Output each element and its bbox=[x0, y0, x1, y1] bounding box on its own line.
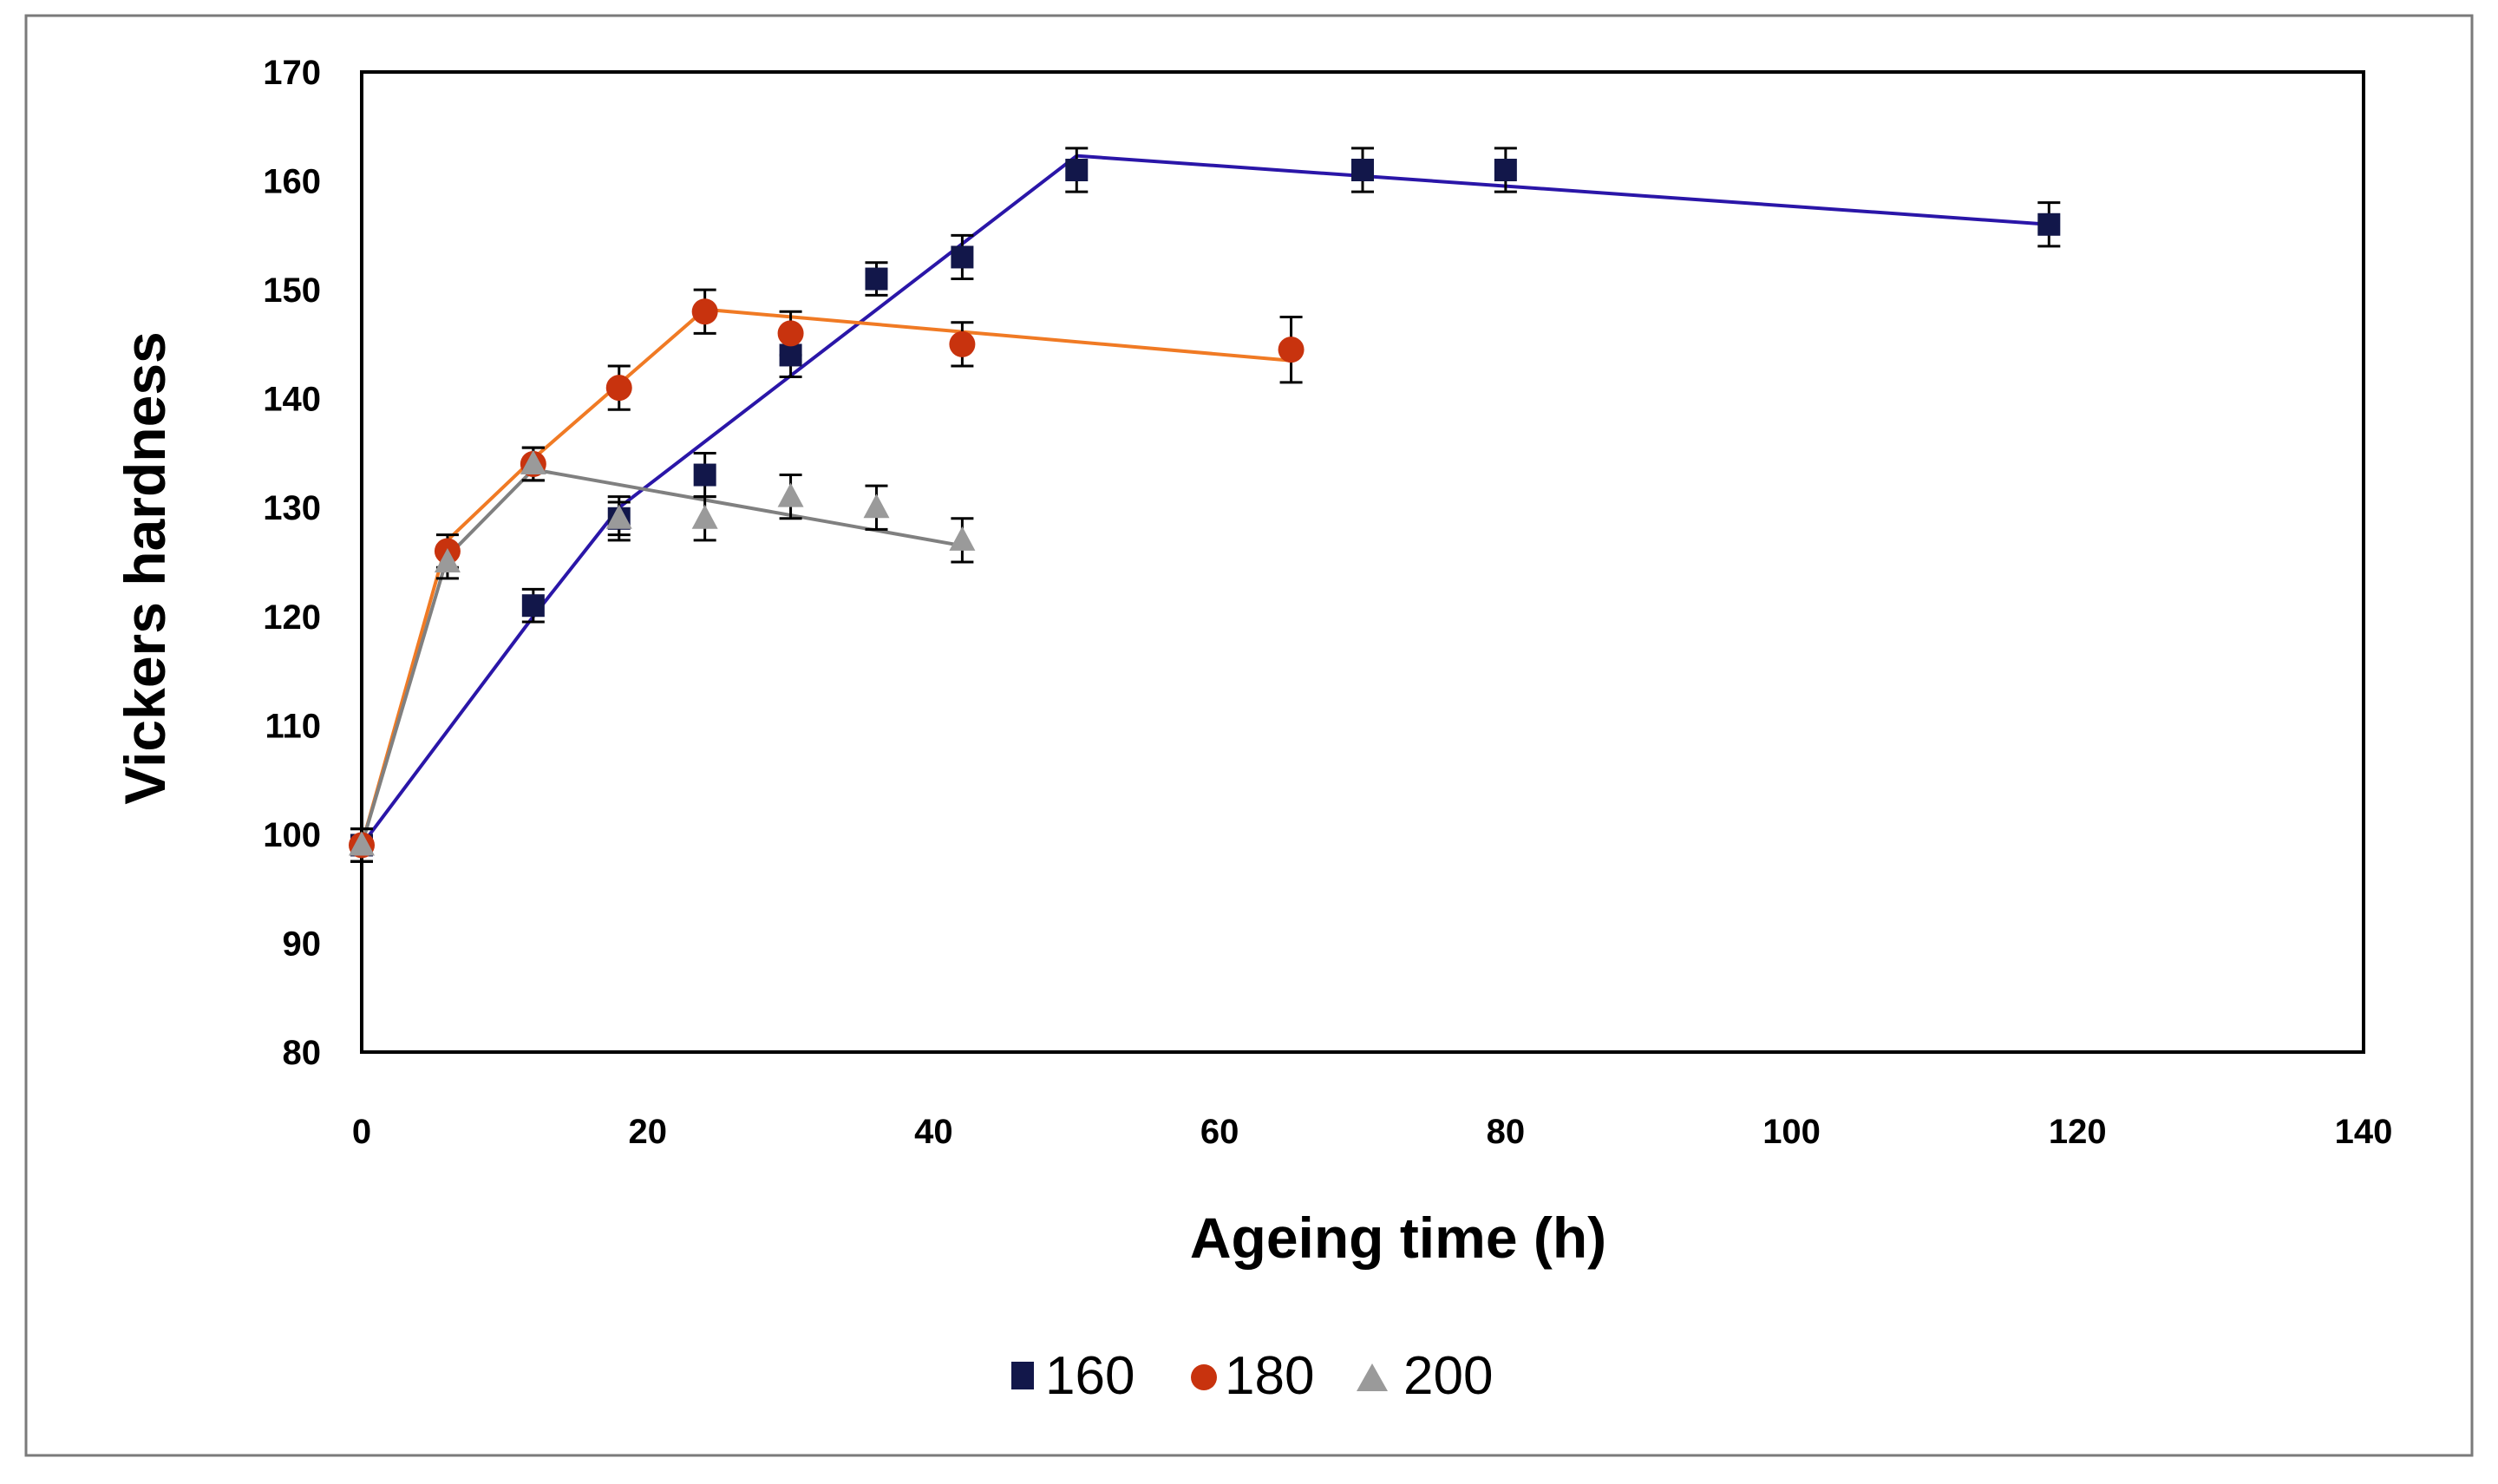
y-tick-label: 90 bbox=[283, 925, 322, 963]
y-tick-label: 150 bbox=[263, 271, 321, 310]
data-point-160 bbox=[1065, 159, 1089, 181]
y-tick-label: 170 bbox=[263, 54, 321, 92]
data-point-160 bbox=[865, 267, 888, 291]
data-point-160 bbox=[1351, 159, 1374, 181]
data-point-180 bbox=[777, 320, 804, 347]
x-tick-label: 80 bbox=[1487, 1113, 1526, 1151]
data-point-200 bbox=[349, 831, 375, 856]
legend-marker-160 bbox=[1011, 1362, 1034, 1389]
data-point-160 bbox=[2037, 212, 2061, 236]
x-tick-label: 120 bbox=[2049, 1113, 2107, 1151]
x-tick-label: 20 bbox=[628, 1113, 667, 1151]
x-tick-label: 0 bbox=[352, 1113, 371, 1151]
data-point-160 bbox=[521, 594, 545, 618]
data-point-160 bbox=[693, 463, 716, 487]
data-point-180 bbox=[949, 330, 976, 357]
data-point-180 bbox=[605, 375, 632, 402]
legend-marker-200 bbox=[1357, 1363, 1388, 1391]
y-tick-label: 100 bbox=[263, 816, 321, 854]
data-point-160 bbox=[951, 245, 974, 269]
data-point-160 bbox=[779, 343, 802, 367]
data-point-200 bbox=[691, 504, 718, 529]
y-tick-label: 160 bbox=[263, 163, 321, 201]
plot-area bbox=[360, 70, 2365, 1054]
x-axis-title: Ageing time (h) bbox=[1190, 1206, 1606, 1270]
legend-label-160: 160 bbox=[1045, 1346, 1135, 1406]
x-tick-label: 40 bbox=[914, 1113, 953, 1151]
data-point-180 bbox=[1278, 337, 1305, 363]
legend-label-180: 180 bbox=[1225, 1346, 1314, 1406]
data-point-200 bbox=[863, 494, 890, 519]
x-axis-tick-labels: 0 20 40 60 80 100 120 140 bbox=[352, 1113, 2393, 1151]
data-point-160 bbox=[1494, 159, 1517, 181]
data-markers bbox=[349, 159, 2061, 859]
y-axis-tick-labels: 80 90 100 110 120 130 140 150 160 170 bbox=[263, 54, 321, 1072]
legend-marker-180 bbox=[1191, 1364, 1217, 1390]
y-tick-label: 140 bbox=[263, 381, 321, 419]
legend: 160 180 200 bbox=[1011, 1346, 1493, 1406]
x-tick-label: 100 bbox=[1762, 1113, 1821, 1151]
data-point-200 bbox=[520, 450, 546, 474]
y-tick-label: 110 bbox=[265, 707, 321, 745]
trend-line-200 bbox=[360, 467, 963, 847]
data-point-200 bbox=[949, 526, 976, 551]
data-point-200 bbox=[777, 482, 804, 507]
legend-label-200: 200 bbox=[1403, 1346, 1493, 1406]
y-tick-label: 80 bbox=[283, 1034, 322, 1072]
x-tick-label: 60 bbox=[1200, 1113, 1239, 1151]
data-point-180 bbox=[691, 298, 718, 325]
data-point-200 bbox=[434, 548, 461, 572]
y-tick-label: 130 bbox=[263, 489, 321, 527]
y-axis-title: Vickers hardness bbox=[113, 331, 177, 804]
y-tick-label: 120 bbox=[263, 598, 321, 637]
x-tick-label: 140 bbox=[2335, 1113, 2393, 1151]
data-point-200 bbox=[605, 504, 632, 529]
